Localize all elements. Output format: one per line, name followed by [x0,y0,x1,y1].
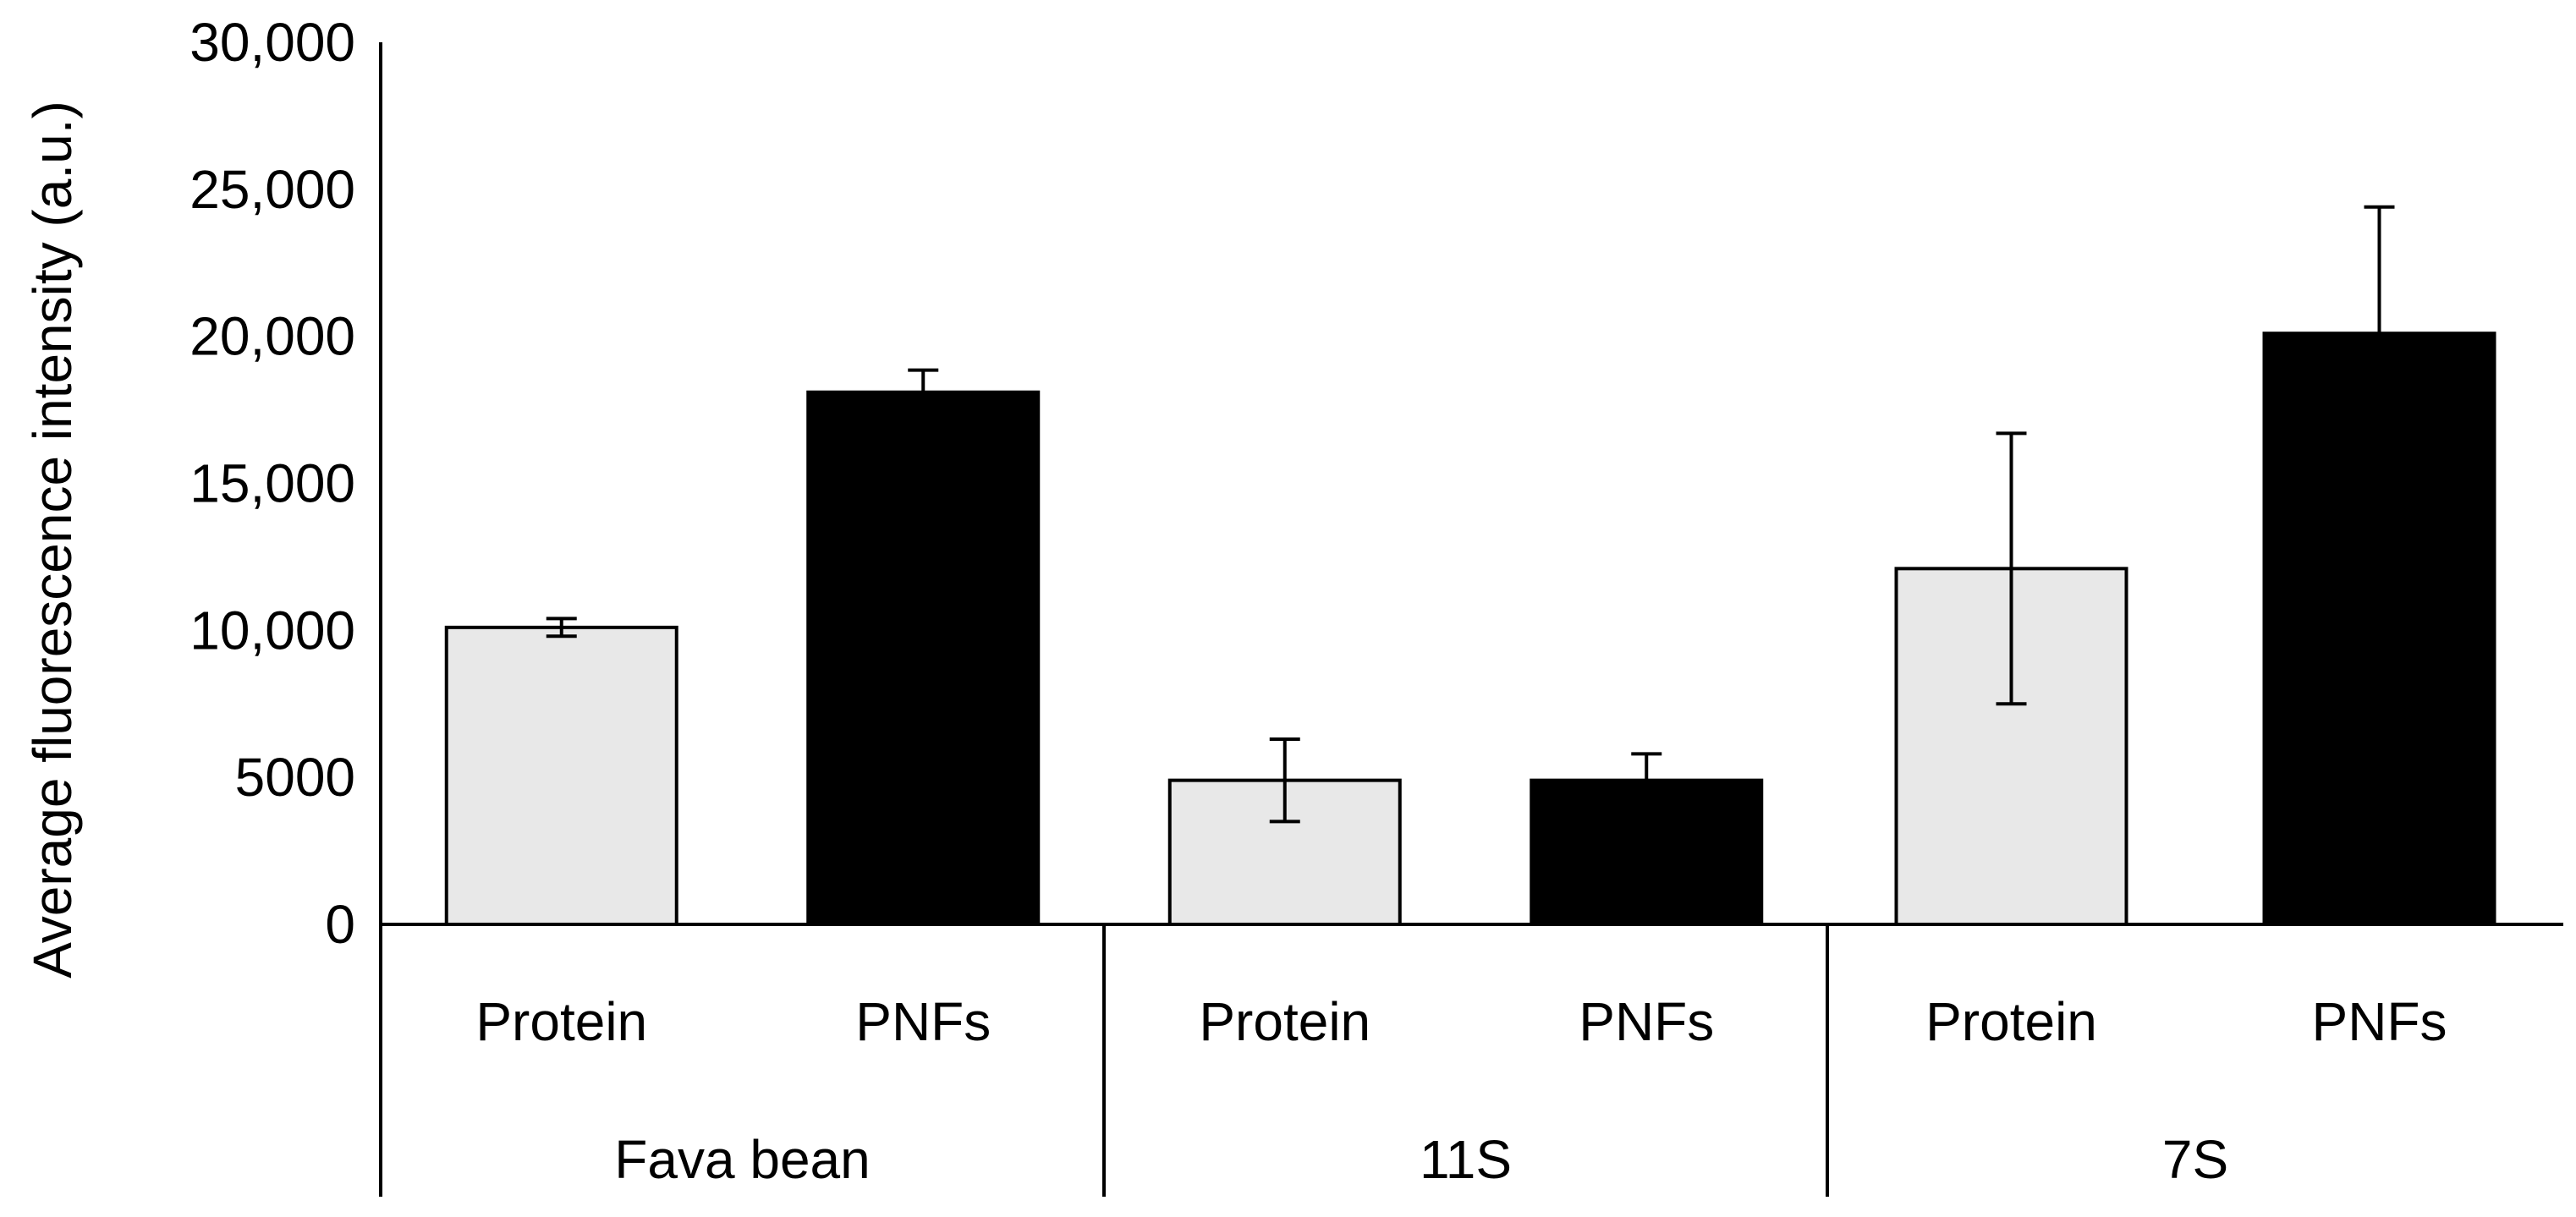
bar-category-label: PNFs [1579,991,1714,1052]
group-category-label: 7S [2162,1129,2228,1190]
bar-category-label: PNFs [855,991,991,1052]
y-tick-label: 15,000 [189,453,355,514]
y-tick-label: 5000 [235,747,355,808]
y-tick-label: 10,000 [189,600,355,661]
y-tick-label: 20,000 [189,306,355,367]
y-tick-label: 0 [325,894,355,955]
group-category-label: Fava bean [614,1129,870,1190]
bar [444,625,678,927]
bar-category-label: Protein [1199,991,1370,1052]
y-axis-title: Average fluorescence intensity (a.u.) [22,101,83,979]
bar [806,390,1041,926]
y-tick-label: 25,000 [189,159,355,220]
bar-category-label: Protein [475,991,647,1052]
bar-category-label: PNFs [2312,991,2447,1052]
group-category-label: 11S [1420,1129,1512,1190]
bar-category-label: Protein [1925,991,2097,1052]
y-tick-label: 30,000 [189,12,355,73]
